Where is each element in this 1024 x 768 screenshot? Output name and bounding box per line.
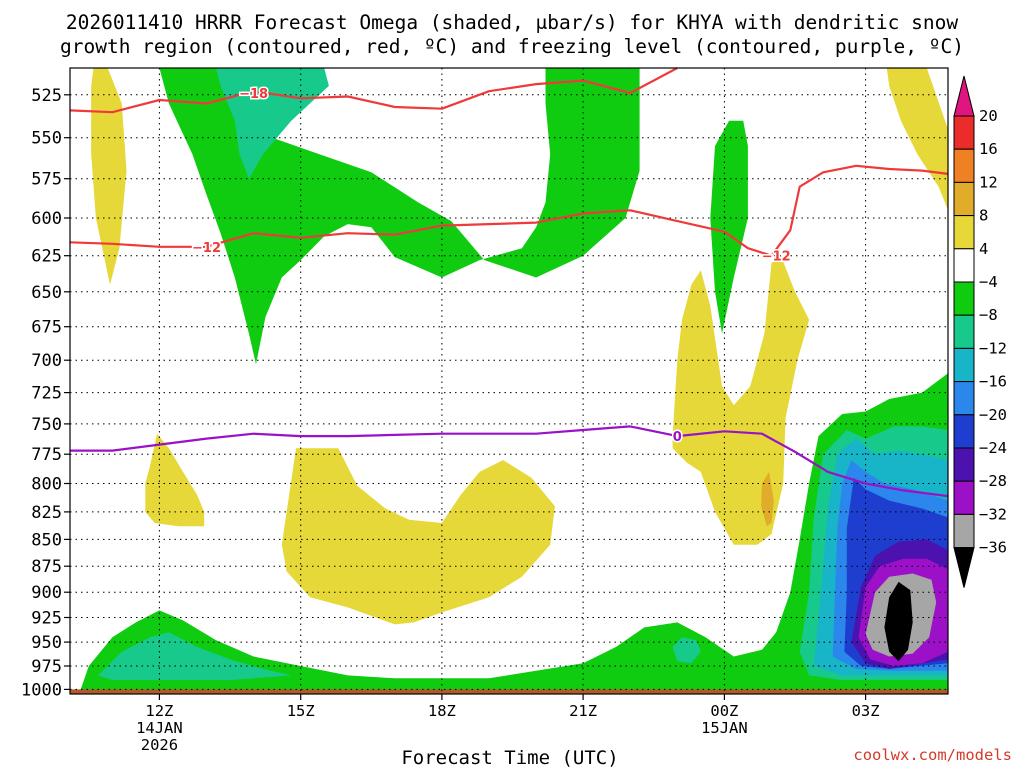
colorbar-label-4: 4 bbox=[979, 240, 988, 258]
colorbar-bin-11 bbox=[953, 447, 975, 482]
colorbar-label-7: −12 bbox=[979, 339, 1007, 357]
omega-region-orange-spot bbox=[761, 471, 774, 527]
omega-region-green-upper-main bbox=[159, 68, 640, 365]
y-tick-label-600: 600 bbox=[31, 209, 62, 229]
omega-region-yellow-4 bbox=[672, 255, 810, 545]
y-tick-label-675: 675 bbox=[31, 318, 62, 338]
chart-title-line1: 2026011410 HRRR Forecast Omega (shaded, … bbox=[66, 11, 958, 34]
x-tick-label-00Z: 00Z bbox=[710, 702, 738, 720]
plot-frame bbox=[69, 67, 949, 695]
y-tick-label-575: 575 bbox=[31, 170, 62, 190]
contour-label-dendritic-bottom: −12 bbox=[192, 241, 221, 256]
colorbar-bin-6 bbox=[953, 281, 975, 316]
omega-region-yellow-3 bbox=[281, 448, 555, 625]
colorbar-bin-12 bbox=[953, 480, 975, 515]
omega-region-teal-spot bbox=[672, 637, 701, 664]
omega-region-yellow-upper-right bbox=[886, 68, 948, 211]
omega-region-yellow-1 bbox=[91, 68, 127, 285]
y-tick-label-850: 850 bbox=[31, 530, 62, 550]
colorbar-label-5: −4 bbox=[979, 273, 998, 291]
colorbar-legend: 20 16 12 8 4 −4 −8 −12 −16 −20 −24 −28 −32 −36 bbox=[953, 75, 1007, 588]
colorbar-label-0: 20 bbox=[979, 107, 998, 125]
y-tick-label-925: 925 bbox=[31, 609, 62, 629]
x-tick-label-03Z: 03Z bbox=[852, 702, 880, 720]
colorbar-bin-13 bbox=[953, 513, 975, 549]
colorbar-bin-1 bbox=[953, 115, 975, 150]
colorbar-label-13: −36 bbox=[979, 539, 1007, 557]
omega-shading bbox=[70, 68, 948, 694]
source-credit: coolwx.com/models bbox=[853, 746, 1012, 764]
x-tick-label-15JAN: 15JAN bbox=[701, 719, 748, 737]
omega-region-black bbox=[884, 581, 913, 662]
omega-region-teal-lower-left bbox=[98, 632, 292, 681]
x-tick-label-21Z: 21Z bbox=[569, 702, 597, 720]
colorbar-label-2: 12 bbox=[979, 173, 998, 191]
colorbar-label-11: −28 bbox=[979, 472, 1007, 490]
x-axis-label: Forecast Time (UTC) bbox=[401, 747, 618, 768]
y-tick-label-900: 900 bbox=[31, 583, 62, 603]
x-tick-label-2026: 2026 bbox=[141, 736, 178, 754]
y-tick-label-950: 950 bbox=[31, 633, 62, 653]
y-tick-label-825: 825 bbox=[31, 503, 62, 523]
colorbar-bin-3 bbox=[953, 181, 975, 217]
chart-title-line2: growth region (contoured, red, ºC) and f… bbox=[60, 35, 964, 58]
colorbar-top-arrow bbox=[953, 75, 975, 117]
colorbar-bin-10 bbox=[953, 414, 975, 449]
colorbar-bin-9 bbox=[953, 381, 975, 416]
y-tick-label-625: 625 bbox=[31, 247, 62, 267]
contour-freezing-level bbox=[70, 425, 949, 498]
contour-dendritic-top bbox=[69, 67, 678, 114]
omega-region-green-upper-right bbox=[710, 120, 748, 334]
contour-label-dendritic-bottom: −12 bbox=[762, 250, 791, 265]
omega-region-yellow-2 bbox=[145, 433, 205, 527]
grid-lines bbox=[70, 68, 948, 694]
y-tick-label-1000: 1000 bbox=[21, 680, 62, 700]
pressure-axis: 525 550 575 600 625 650 675 700 725 750 775 800 825 8… bbox=[21, 86, 70, 700]
y-tick-label-750: 750 bbox=[31, 415, 62, 435]
x-tick-label-15Z: 15Z bbox=[287, 702, 315, 720]
y-tick-label-525: 525 bbox=[31, 86, 62, 106]
colorbar-label-6: −8 bbox=[979, 306, 998, 324]
colorbar-label-8: −16 bbox=[979, 373, 1007, 391]
y-tick-label-700: 700 bbox=[31, 351, 62, 371]
colorbar-label-1: 16 bbox=[979, 140, 998, 158]
colorbar-bin-8 bbox=[953, 347, 975, 383]
contour-dendritic-bottom bbox=[69, 164, 949, 257]
colorbar-bottom-arrow bbox=[953, 547, 975, 588]
y-tick-label-775: 775 bbox=[31, 445, 62, 465]
x-tick-label-18Z: 18Z bbox=[428, 702, 456, 720]
x-tick-label-14JAN: 14JAN bbox=[136, 719, 183, 737]
colorbar-bin-5 bbox=[953, 248, 975, 283]
contour-label-dendritic-top: −18 bbox=[239, 87, 268, 102]
temperature-contours: −18 −12 −12 0 bbox=[69, 67, 949, 498]
y-tick-label-800: 800 bbox=[31, 475, 62, 495]
y-tick-label-975: 975 bbox=[31, 657, 62, 677]
x-tick-label-12Z: 12Z bbox=[145, 702, 173, 720]
y-tick-label-550: 550 bbox=[31, 129, 62, 149]
colorbar-bin-7 bbox=[953, 314, 975, 349]
colorbar-label-12: −32 bbox=[979, 505, 1007, 523]
colorbar-label-10: −24 bbox=[979, 439, 1007, 457]
ground-band bbox=[70, 689, 948, 694]
y-tick-label-650: 650 bbox=[31, 283, 62, 303]
y-tick-label-725: 725 bbox=[31, 384, 62, 404]
contour-label-freezing-level: 0 bbox=[673, 430, 682, 445]
y-tick-label-875: 875 bbox=[31, 557, 62, 577]
colorbar-label-9: −20 bbox=[979, 406, 1007, 424]
colorbar-bin-2 bbox=[953, 148, 975, 183]
colorbar-bin-4 bbox=[953, 215, 975, 250]
colorbar-label-3: 8 bbox=[979, 207, 988, 225]
